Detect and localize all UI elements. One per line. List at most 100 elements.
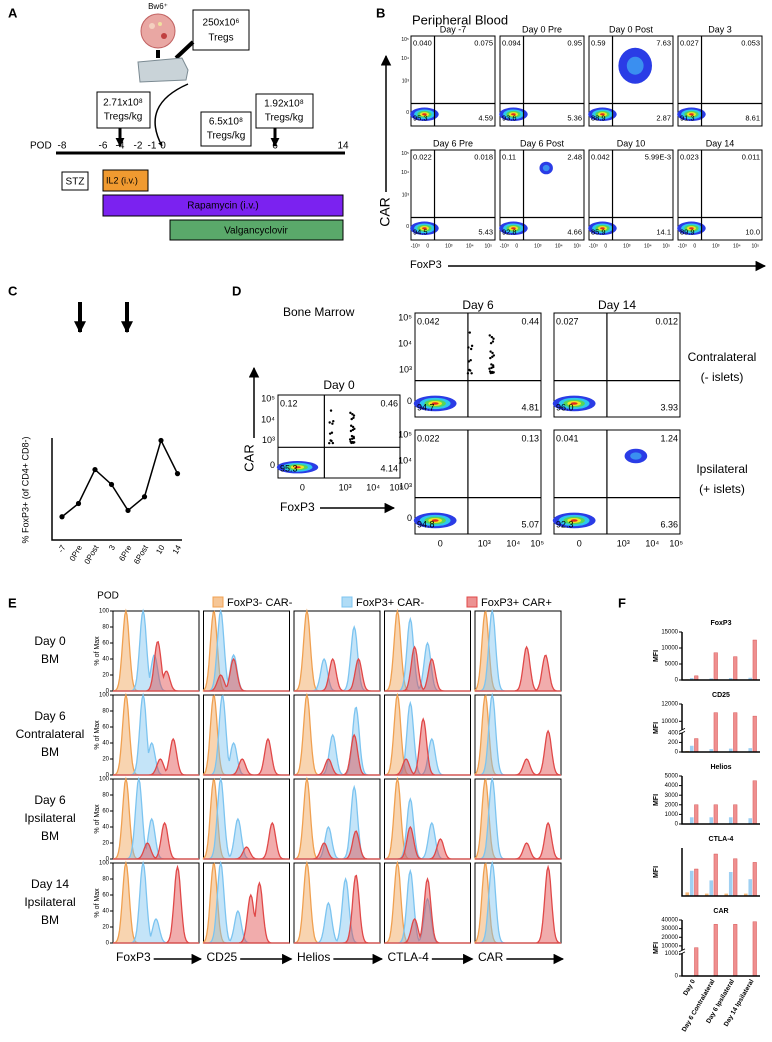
event-dot <box>353 427 356 431</box>
quadrant-value: 94.5 <box>413 227 428 236</box>
event-dot <box>349 429 353 433</box>
quadrant-value: 0.95 <box>567 38 582 47</box>
panel-a-shapes <box>56 9 345 241</box>
panel-letter: B <box>376 5 385 20</box>
point <box>75 500 82 507</box>
histogram <box>475 864 562 944</box>
quadrant-value: 0.11 <box>502 152 516 161</box>
quadrant-value: 5.36 <box>567 113 582 122</box>
chart-title: CTLA-4 <box>709 836 734 843</box>
cell-label: Bw6⁺ <box>148 2 168 11</box>
point <box>174 471 181 477</box>
day-label: -4 <box>116 141 125 152</box>
y-tick-label: 100 <box>99 861 110 867</box>
y-tick-label: 60 <box>102 725 109 731</box>
quadrant-value: 93.6 <box>502 113 517 122</box>
dose-text: 1.92x10⁸ <box>264 99 304 110</box>
y-tick-label: 20 <box>102 841 109 847</box>
y-tick-label: 20 <box>102 673 109 679</box>
event-dot <box>489 356 492 360</box>
day-label: 0 <box>160 141 166 152</box>
quadrant-value: 3.93 <box>660 402 678 412</box>
bar <box>733 924 738 977</box>
bar <box>728 678 733 680</box>
column-title: Day 6 <box>462 298 494 312</box>
bar <box>689 817 694 824</box>
event-dot <box>352 414 356 417</box>
bar <box>728 817 733 824</box>
day-label: -6 <box>99 141 108 152</box>
y-tick-label: 10³ <box>262 435 275 445</box>
y-tick-label: 30000 <box>661 926 678 932</box>
quadrant-value: 95.3 <box>413 113 428 122</box>
density-blob <box>630 452 642 460</box>
y-tick-label: 10⁴ <box>398 339 412 349</box>
x-tick-label: 6Post <box>132 543 150 566</box>
x-tick-label: 0Pre <box>68 543 85 563</box>
y-tick-label: 60 <box>102 641 109 647</box>
x-tick-label: 0 <box>515 243 518 249</box>
x-tick-label: Day 0 <box>682 978 697 997</box>
histogram <box>384 717 471 776</box>
event-dot <box>489 350 492 353</box>
panel-title: Bone Marrow <box>283 305 355 319</box>
bar <box>704 893 709 896</box>
y-tick-label: 0 <box>106 689 110 695</box>
quadrant-value: 0.011 <box>742 152 760 161</box>
panel-c-shapes <box>74 302 133 334</box>
axis-break-mark <box>678 948 686 956</box>
density-blob <box>431 519 439 522</box>
y-tick-label: 100 <box>99 693 110 699</box>
histogram <box>475 645 561 692</box>
legend-swatch <box>466 596 478 608</box>
bar <box>713 924 718 977</box>
y-tick-label: 0 <box>675 974 679 980</box>
event-dot <box>331 422 334 425</box>
y-tick-label: 40 <box>102 657 109 663</box>
dose-text: 250x10⁶ <box>203 18 240 29</box>
x-tick-label: 6Pre <box>117 543 134 563</box>
x-tick-label: 10 <box>154 543 167 556</box>
event-dot <box>491 351 494 355</box>
x-tick-label: 10³ <box>478 538 491 548</box>
quadrant-value: 0.042 <box>591 152 610 161</box>
x-tick-label: 0 <box>438 538 443 548</box>
quadrant-value: 92.8 <box>502 227 517 236</box>
bar <box>694 738 699 753</box>
axis-break <box>679 729 685 733</box>
density-blob <box>689 227 694 230</box>
axis-label: MFI <box>653 942 660 954</box>
x-tick-label: 10⁴ <box>506 538 520 548</box>
bar <box>748 879 753 896</box>
event-dot <box>350 417 353 421</box>
y-tick-label: 0 <box>270 460 275 470</box>
bar <box>713 712 718 753</box>
event-dot <box>328 432 332 435</box>
event-dot <box>349 424 353 427</box>
x-tick-label: 10⁵ <box>751 243 759 249</box>
islet-cell <box>140 13 176 49</box>
y-tick-label: 10³ <box>402 78 410 84</box>
event-dot <box>330 431 334 434</box>
y-tick-label: 60 <box>102 893 109 899</box>
bar <box>752 639 757 681</box>
dose-box <box>192 9 250 51</box>
point <box>141 494 148 500</box>
x-tick-label: -10³ <box>500 243 509 249</box>
x-tick-label: 0 <box>426 243 429 249</box>
event-dot <box>469 359 472 362</box>
row-label: Day 6 <box>34 709 66 723</box>
plot-title: Day 3 <box>708 24 732 34</box>
bar <box>724 893 729 896</box>
bar <box>694 868 699 897</box>
quadrant-value: 10.0 <box>745 227 760 236</box>
axis-break <box>679 950 685 954</box>
row-label: Day 14 <box>31 877 69 891</box>
y-tick-label: 20 <box>102 925 109 931</box>
x-label: Helios <box>297 950 330 964</box>
bar <box>743 893 748 896</box>
event-dot <box>488 370 492 373</box>
quadrant-value: 0.022 <box>413 152 432 161</box>
bar <box>713 853 718 897</box>
